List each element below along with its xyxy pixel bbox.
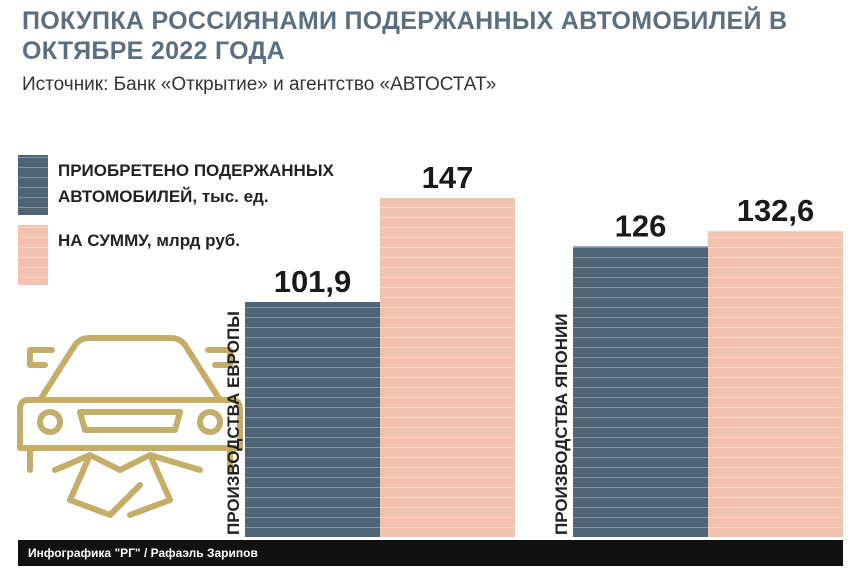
value-label: 101,9 xyxy=(274,264,352,299)
value-label: 132,6 xyxy=(737,193,815,228)
bar xyxy=(245,302,380,537)
value-label: 147 xyxy=(422,160,474,195)
legend-swatch xyxy=(18,155,48,215)
category-label: ПРОИЗВОДСТВА ЕВРОПЫ xyxy=(224,311,243,535)
bar xyxy=(380,198,515,537)
legend-label: ПРИОБРЕТЕНО ПОДЕРЖАННЫХ АВТОМОБИЛЕЙ, тыс… xyxy=(58,161,334,206)
legend-swatch xyxy=(18,225,48,285)
category-label: ПРОИЗВОДСТВА ЯПОНИИ xyxy=(552,314,571,535)
value-label: 126 xyxy=(615,208,667,243)
chart-title: ПОКУПКА РОССИЯНАМИ ПОДЕРЖАННЫХ АВТОМОБИЛ… xyxy=(22,7,788,65)
legend-label: НА СУММУ, млрд руб. xyxy=(58,231,241,250)
footer: Инфографика "РГ" / Рафаэль Зарипов xyxy=(18,540,843,566)
chart-subtitle: Источник: Банк «Открытие» и агентство «А… xyxy=(22,74,497,95)
bar xyxy=(708,231,843,537)
bar xyxy=(573,246,708,537)
car-icon xyxy=(17,335,243,518)
